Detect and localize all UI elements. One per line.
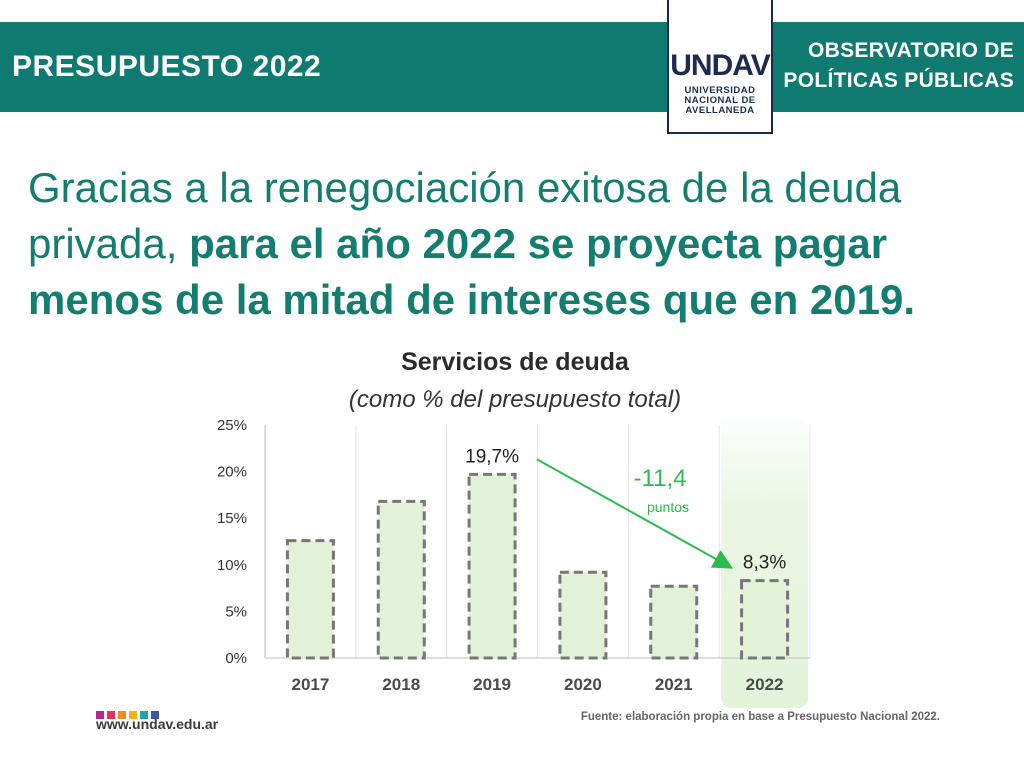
bar-2020 xyxy=(558,570,608,660)
data-label-2022: 8,3% xyxy=(743,553,786,574)
brand-square xyxy=(96,711,104,719)
reduction-arrow xyxy=(536,458,734,569)
page-title: PRESUPUESTO 2022 xyxy=(12,50,322,83)
source-note: Fuente: elaboración propia en base a Pre… xyxy=(580,711,940,723)
x-tick-label: 2017 xyxy=(292,675,330,694)
chart-subtitle: (como % del presupuesto total) xyxy=(348,386,682,413)
headline-bold: para el año 2022 se proyecta pagar menos… xyxy=(28,220,916,323)
headline: Gracias a la renegociación exitosa de la… xyxy=(28,160,1018,328)
observatory-title-line2: POLÍTICAS PÚBLICAS xyxy=(783,69,1014,92)
brand-squares xyxy=(96,706,162,724)
observatory-title: OBSERVATORIO DE POLÍTICAS PÚBLICAS xyxy=(774,36,1014,96)
x-tick-label: 2020 xyxy=(564,675,602,694)
headline-normal: Gracias a la renegociación exitosa de la… xyxy=(28,164,902,267)
observatory-title-line1: OBSERVATORIO DE xyxy=(808,39,1014,62)
brand-square xyxy=(118,711,126,719)
bar-2021 xyxy=(649,584,699,660)
bar-2018 xyxy=(376,499,426,660)
logo-line3: AVELLANEDA xyxy=(685,105,755,116)
header-bar: PRESUPUESTO 2022 OBSERVATORIO DE POLÍTIC… xyxy=(0,22,1024,112)
x-tick-label: 2022 xyxy=(746,675,784,694)
bar-2022 xyxy=(740,579,790,660)
undav-logo: UNDAV UNIVERSIDAD NACIONAL DE AVELLANEDA xyxy=(667,0,773,134)
brand-square xyxy=(140,711,148,719)
data-label-2019: 19,7% xyxy=(465,446,519,467)
x-tick-label: 2021 xyxy=(655,675,693,694)
y-tick-label: 5% xyxy=(225,603,247,620)
bar-2017 xyxy=(285,539,335,660)
y-tick-label: 15% xyxy=(217,510,247,527)
reduction-unit: puntos xyxy=(647,499,689,515)
brand-square xyxy=(151,711,159,719)
logo-subtitle: UNIVERSIDAD NACIONAL DE AVELLANEDA xyxy=(669,86,771,116)
logo-line2: NACIONAL DE xyxy=(684,95,756,106)
reduction-value: -11,4 xyxy=(634,465,687,492)
y-tick-label: 25% xyxy=(217,417,247,434)
x-tick-label: 2018 xyxy=(382,675,420,694)
brand-square xyxy=(107,711,115,719)
y-tick-label: 20% xyxy=(217,464,247,481)
y-tick-label: 0% xyxy=(225,650,247,667)
chart-title: Servicios de deuda xyxy=(401,348,629,376)
brand-square xyxy=(129,711,137,719)
x-tick-label: 2019 xyxy=(473,675,511,694)
logo-mark: UNDAV xyxy=(670,49,770,82)
website-url: www.undav.edu.ar xyxy=(96,716,219,732)
bar-2019 xyxy=(467,472,517,660)
y-tick-label: 10% xyxy=(217,557,247,574)
logo-line1: UNIVERSIDAD xyxy=(684,85,756,96)
